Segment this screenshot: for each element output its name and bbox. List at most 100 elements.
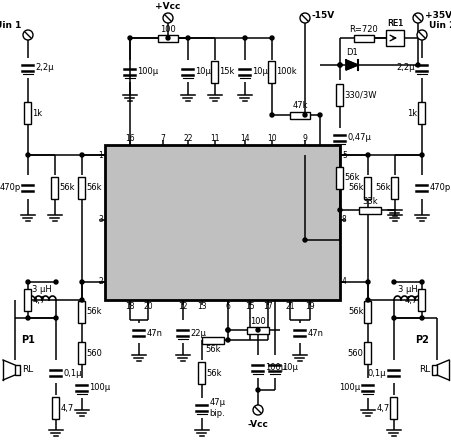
- Text: 12: 12: [178, 302, 187, 311]
- Text: 3: 3: [98, 216, 103, 224]
- Text: 560: 560: [86, 348, 102, 358]
- Text: 56k: 56k: [374, 183, 390, 193]
- Circle shape: [80, 280, 84, 284]
- Text: RE1: RE1: [386, 19, 402, 28]
- Bar: [78, 301, 85, 323]
- Circle shape: [80, 298, 84, 302]
- Bar: [51, 177, 58, 199]
- Circle shape: [226, 338, 230, 342]
- Text: 20: 20: [143, 302, 152, 311]
- Bar: [246, 326, 268, 333]
- Circle shape: [226, 328, 230, 332]
- Bar: [353, 34, 373, 41]
- Bar: [211, 61, 218, 83]
- Text: 18: 18: [125, 302, 134, 311]
- Bar: [336, 167, 343, 189]
- Text: 56k: 56k: [205, 344, 220, 354]
- Bar: [202, 336, 224, 344]
- Circle shape: [299, 13, 309, 23]
- Text: 100μ: 100μ: [265, 363, 286, 373]
- Bar: [336, 84, 343, 106]
- Bar: [290, 112, 309, 119]
- Text: +35V: +35V: [424, 11, 451, 19]
- Text: R=720: R=720: [349, 25, 377, 34]
- Bar: [390, 397, 396, 419]
- Text: 56k: 56k: [347, 307, 363, 317]
- Bar: [418, 102, 424, 124]
- Circle shape: [391, 316, 395, 320]
- Text: 7: 7: [160, 134, 165, 143]
- Text: 3 μH: 3 μH: [32, 285, 52, 294]
- Circle shape: [419, 316, 423, 320]
- Text: 15: 15: [244, 302, 254, 311]
- Text: 10: 10: [267, 134, 276, 143]
- Circle shape: [415, 63, 419, 67]
- Text: 56k: 56k: [86, 307, 102, 317]
- Text: 4,7: 4,7: [32, 295, 46, 304]
- Bar: [158, 34, 178, 41]
- Text: 16: 16: [125, 134, 134, 143]
- Text: 6: 6: [225, 302, 230, 311]
- Text: RL: RL: [418, 366, 429, 374]
- Bar: [358, 206, 380, 213]
- Text: 56k: 56k: [86, 183, 102, 193]
- Circle shape: [365, 298, 369, 302]
- Text: 100μ: 100μ: [339, 384, 360, 392]
- Circle shape: [243, 36, 246, 40]
- Text: 10μ: 10μ: [252, 67, 268, 76]
- Bar: [198, 362, 205, 384]
- Circle shape: [26, 316, 30, 320]
- Text: RE1: RE1: [386, 19, 402, 28]
- Circle shape: [255, 328, 259, 332]
- Bar: [78, 177, 85, 199]
- Text: 330/3W: 330/3W: [344, 90, 376, 100]
- Text: 2,2μ: 2,2μ: [395, 64, 414, 72]
- Circle shape: [128, 36, 132, 40]
- Bar: [24, 102, 32, 124]
- Text: 56k: 56k: [344, 173, 359, 183]
- Bar: [385, 30, 403, 46]
- Text: 1: 1: [98, 150, 103, 160]
- Text: 100μ: 100μ: [137, 67, 158, 76]
- Circle shape: [318, 113, 321, 117]
- Circle shape: [337, 63, 341, 67]
- Text: 47n: 47n: [146, 329, 162, 337]
- Text: 13: 13: [197, 302, 207, 311]
- Text: P2: P2: [414, 335, 428, 345]
- Circle shape: [186, 36, 189, 40]
- Text: 47k: 47k: [292, 101, 307, 111]
- Circle shape: [302, 238, 306, 242]
- Text: 33k: 33k: [361, 197, 377, 206]
- Text: 4,7: 4,7: [375, 404, 389, 412]
- Text: 0,1μ: 0,1μ: [63, 369, 82, 377]
- Text: 2,2μ: 2,2μ: [36, 64, 54, 72]
- Text: 100: 100: [249, 317, 265, 325]
- Text: 4,7: 4,7: [403, 295, 417, 304]
- Text: 22μ: 22μ: [190, 329, 206, 337]
- Text: 22: 22: [183, 134, 192, 143]
- Bar: [78, 342, 85, 364]
- Text: -15V: -15V: [311, 11, 335, 19]
- Circle shape: [163, 13, 173, 23]
- Bar: [52, 397, 60, 419]
- Bar: [391, 177, 398, 199]
- Text: 56k: 56k: [206, 369, 221, 377]
- Text: 11: 11: [210, 134, 219, 143]
- Circle shape: [226, 328, 230, 332]
- Circle shape: [419, 153, 423, 157]
- Bar: [431, 365, 436, 375]
- Circle shape: [26, 280, 30, 284]
- Text: 47μ
bip.: 47μ bip.: [209, 398, 225, 418]
- Text: 15k: 15k: [219, 67, 235, 76]
- Circle shape: [302, 113, 306, 117]
- Text: 5: 5: [341, 150, 346, 160]
- Circle shape: [54, 316, 58, 320]
- Circle shape: [269, 113, 273, 117]
- Text: +Vcc: +Vcc: [155, 2, 180, 11]
- Circle shape: [365, 153, 369, 157]
- Text: -Vcc: -Vcc: [247, 420, 268, 429]
- Text: 47n: 47n: [307, 329, 323, 337]
- Circle shape: [416, 30, 426, 40]
- Bar: [105, 145, 339, 300]
- Text: 14: 14: [239, 134, 249, 143]
